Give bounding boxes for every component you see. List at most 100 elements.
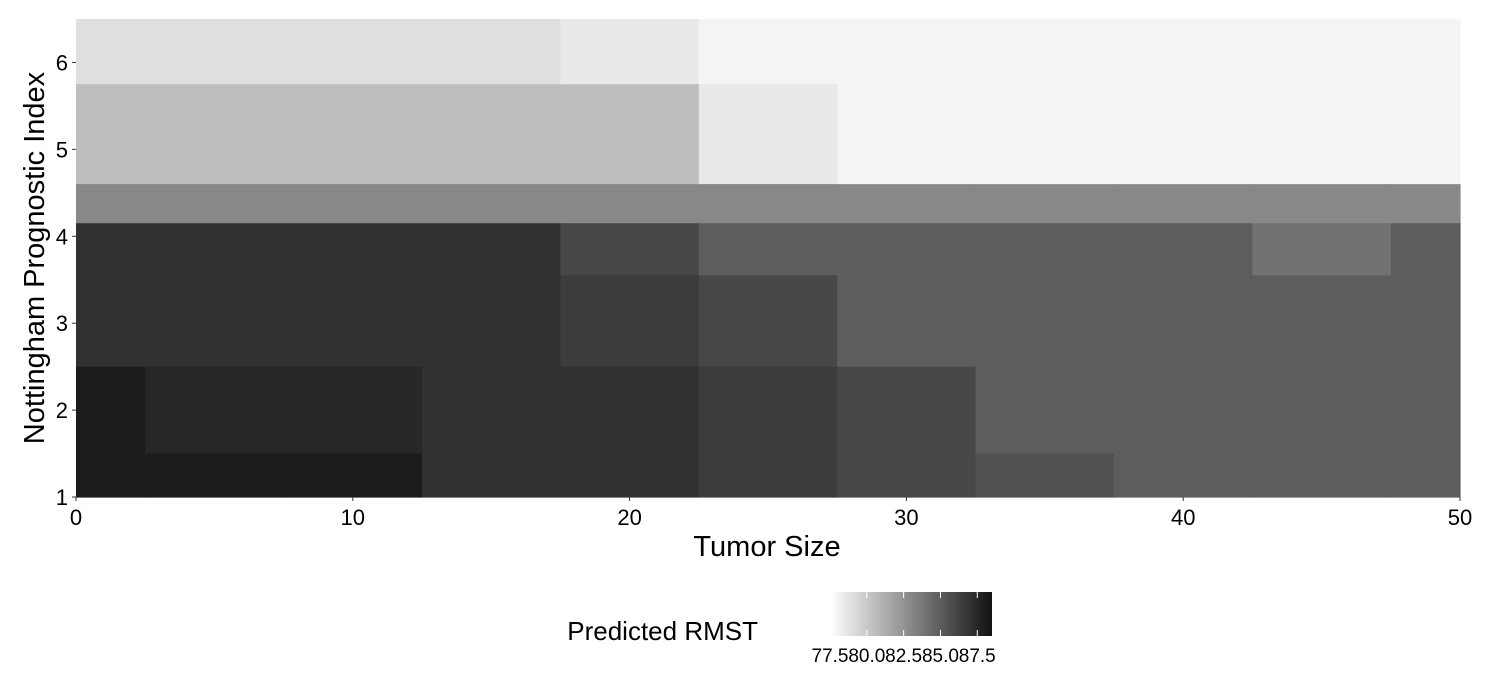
heatmap-cell [422,453,561,498]
legend-tick-label: 87.5 [959,646,996,667]
heatmap-cell [422,366,561,455]
x-tick-label: 30 [894,505,918,530]
heatmap-cell [1252,366,1392,455]
heatmap-cell [837,84,977,185]
heatmap-cell [283,453,423,498]
heatmap-cell [283,275,423,368]
heatmap-cell [560,184,700,224]
heatmap-cell [283,223,423,276]
heatmap-cell [698,223,838,276]
heatmap-cell [837,19,977,85]
y-tick-label: 6 [56,50,68,75]
heatmap-cell [422,275,561,368]
legend-ticks: 77.5 80.0 82.5 85.0 87.5 [812,592,996,667]
heatmap-cell [1390,184,1461,224]
legend-tick-label: 80.0 [848,646,885,667]
heatmap-cell [975,223,1115,276]
heatmap-cell [975,19,1115,85]
heatmap-cell [560,275,700,368]
x-tick-label: 50 [1448,505,1472,530]
heatmap-cell [1390,223,1461,276]
heatmap-cell [698,275,838,368]
heatmap-cell [422,184,561,224]
y-tick-label: 5 [56,137,68,162]
heatmap-cell [145,184,285,224]
heatmap-cell [145,19,285,85]
heatmap-cell [698,453,838,498]
heatmap-cell [975,184,1115,224]
x-axis-title: Tumor Size [693,531,840,563]
heatmap-cell [1390,84,1461,185]
y-tick-label: 1 [56,485,68,510]
heatmap-cell [76,84,146,185]
color-legend: Predicted RMST 77.5 80.0 82.5 85.0 87.5 [567,592,996,667]
heatmap-cell [1390,366,1461,455]
heatmap-cell [975,275,1115,368]
heatmap-cell [422,223,561,276]
heatmap-cell [1114,19,1253,85]
x-tick-label: 20 [617,505,641,530]
x-tick-label: 40 [1171,505,1195,530]
x-tick-label: 10 [341,505,365,530]
y-tick-label: 3 [56,311,68,336]
y-axis-title: Nottingham Prognostic Index [19,71,51,444]
heatmap-cell [1252,453,1392,498]
heatmap-cell [698,84,838,185]
heatmap-cell [145,223,285,276]
heatmap-cell [145,366,285,455]
heatmap-cell [1252,275,1392,368]
heatmap-cell [1252,184,1392,224]
heatmap-cell [1114,84,1253,185]
heatmap-cell [145,84,285,185]
legend-title: Predicted RMST [567,616,758,646]
heatmap-cell [975,453,1115,498]
heatmap-cell [837,223,977,276]
legend-tick-label: 77.5 [812,646,849,667]
heatmap-cell [1114,223,1253,276]
legend-tick-label: 85.0 [922,646,959,667]
heatmap-cell [837,366,977,455]
heatmap-cell [422,84,561,185]
heatmap-cell [76,184,146,224]
heatmap-cell [560,366,700,455]
y-axis: 1 2 3 4 5 6 [56,50,76,510]
heatmap-cell [560,223,700,276]
legend-colorbar [830,592,992,636]
heatmap-cell [1252,19,1392,85]
heatmap-cell [283,366,423,455]
heatmap-cell [560,19,700,85]
heatmap-cell [975,366,1115,455]
heatmap-cell [283,19,423,85]
heatmap-cell [145,275,285,368]
heatmap-cell [837,275,977,368]
heatmap-cell [1252,223,1392,276]
heatmap-cell [698,184,838,224]
heatmap-cell [76,275,146,368]
heatmap-cell [283,184,423,224]
heatmap-cell [975,84,1115,185]
heatmap-cell [1114,366,1253,455]
x-tick-label: 0 [70,505,82,530]
heatmap-cell [145,453,285,498]
heatmap-cell [837,453,977,498]
heatmap-cell [1114,275,1253,368]
heatmap-cell [698,366,838,455]
heatmap-cell [1390,19,1461,85]
heatmap-cell [76,366,146,455]
heatmap-cell [1390,453,1461,498]
heatmap-cell [1252,84,1392,185]
plot-area [76,19,1461,498]
heatmap-cell [560,453,700,498]
heatmap-cell [1114,453,1253,498]
heatmap-cell [76,19,146,85]
heatmap-cell [1390,275,1461,368]
heatmap-cell [1114,184,1253,224]
heatmap-cell [283,84,423,185]
x-axis: 0 10 20 30 40 50 [70,497,1472,530]
heatmap-cell [837,184,977,224]
heatmap-cell [76,223,146,276]
y-tick-label: 2 [56,398,68,423]
heatmap-cell [698,19,838,85]
y-tick-label: 4 [56,224,68,249]
heatmap-cell [560,84,700,185]
